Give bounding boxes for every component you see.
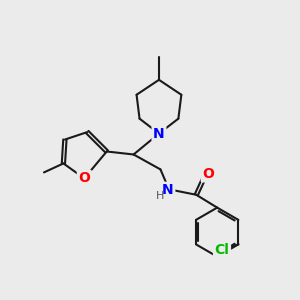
Text: Cl: Cl: [214, 243, 230, 257]
Text: O: O: [202, 167, 214, 181]
Text: N: N: [162, 183, 174, 197]
Text: H: H: [156, 191, 164, 201]
Text: N: N: [153, 127, 165, 141]
Text: O: O: [78, 171, 90, 185]
